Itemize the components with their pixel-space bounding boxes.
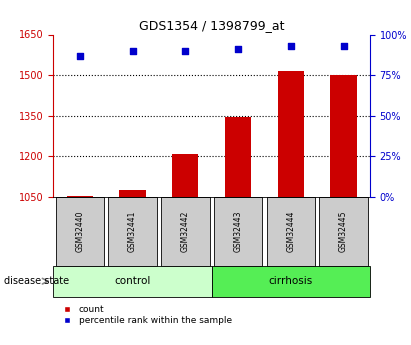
Bar (161, 197, 210, 266)
Bar (277, 71, 304, 197)
Text: GSM32444: GSM32444 (286, 210, 295, 252)
Point (235, 46, 241, 52)
Legend: count, percentile rank within the sample: count, percentile rank within the sample (58, 305, 232, 325)
Bar (214, 197, 262, 266)
Bar (172, 154, 199, 197)
Bar (67, 196, 93, 197)
Bar (53, 266, 212, 297)
Bar (319, 197, 368, 266)
Point (76, 53, 83, 58)
Text: GSM32441: GSM32441 (128, 210, 137, 252)
Bar (330, 75, 357, 197)
Text: disease state: disease state (4, 276, 69, 286)
Bar (108, 197, 157, 266)
Bar (119, 190, 146, 197)
Title: GDS1354 / 1398799_at: GDS1354 / 1398799_at (139, 19, 284, 32)
Point (129, 48, 136, 53)
Point (182, 48, 189, 53)
Text: GSM32442: GSM32442 (181, 210, 190, 252)
Point (287, 43, 294, 49)
Text: cirrhosis: cirrhosis (269, 276, 313, 286)
Text: GSM32443: GSM32443 (233, 210, 242, 252)
Text: control: control (114, 276, 151, 286)
Bar (212, 266, 370, 297)
Text: GSM32445: GSM32445 (339, 210, 348, 252)
Point (340, 43, 347, 49)
Bar (225, 117, 251, 197)
Bar (266, 197, 315, 266)
Text: GSM32440: GSM32440 (75, 210, 84, 252)
Bar (55, 197, 104, 266)
